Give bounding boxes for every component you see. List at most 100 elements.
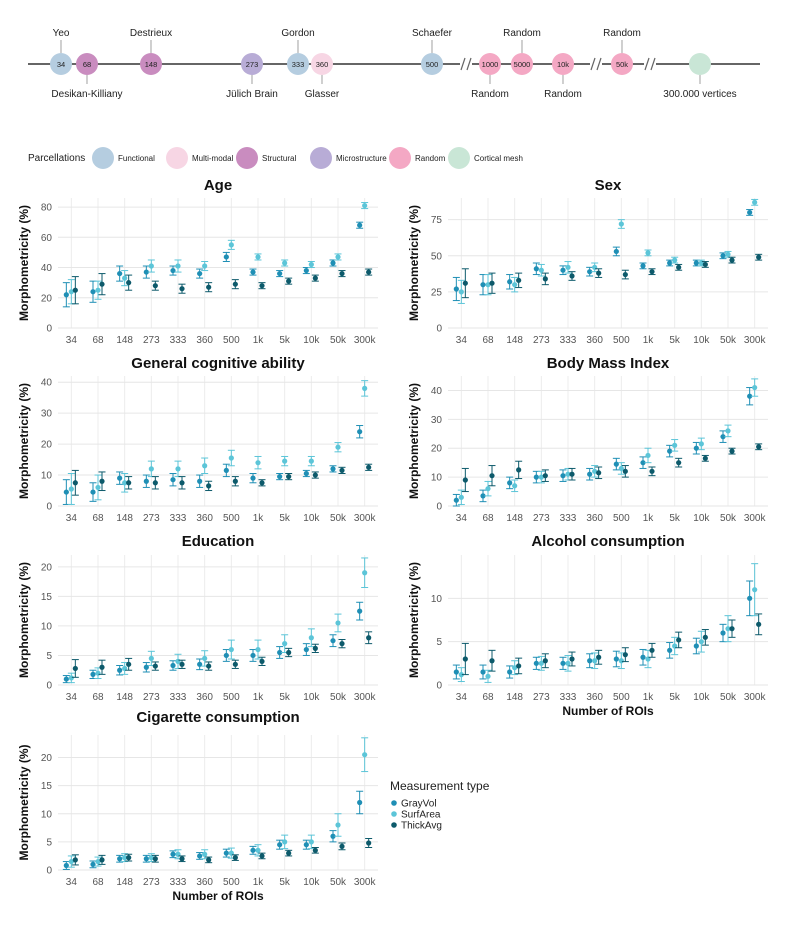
x-tick-label: 50k <box>720 335 737 346</box>
data-point <box>756 621 762 627</box>
y-axis-label: Morphometricity (%) <box>407 383 421 499</box>
axis-break-gap <box>644 60 656 68</box>
x-tick-label: 333 <box>560 335 577 346</box>
data-point <box>357 429 363 435</box>
parcellation-node <box>552 53 574 75</box>
data-point <box>206 284 212 290</box>
data-point <box>68 858 74 865</box>
x-tick-label: 5k <box>279 335 291 346</box>
x-tick-label: 360 <box>586 692 603 703</box>
x-tick-label: 1k <box>253 692 265 703</box>
x-tick-label: 333 <box>170 877 187 888</box>
x-tick-label: 5k <box>669 513 681 524</box>
y-tick-label: 10 <box>431 473 443 484</box>
data-point <box>223 254 229 260</box>
data-point <box>516 663 522 669</box>
data-point <box>303 646 309 653</box>
data-point <box>622 271 628 278</box>
data-point <box>512 483 518 489</box>
x-tick-label: 68 <box>92 877 104 888</box>
data-point <box>592 468 598 474</box>
x-tick-label: 360 <box>196 877 213 888</box>
data-point <box>202 463 208 469</box>
data-point <box>729 448 735 454</box>
parcellation-bottom-label: Desikan-Killiany <box>51 89 122 100</box>
data-point <box>462 656 468 662</box>
data-point <box>569 471 575 477</box>
x-axis-label: Number of ROIs <box>562 704 654 718</box>
x-tick-label: 360 <box>586 513 603 524</box>
data-point <box>232 855 238 861</box>
chart-panel: 0 10 20 30 40 34 68 148 273 333 360 500 1k 5k 10k 50k 30… <box>407 355 768 524</box>
data-point <box>339 641 345 647</box>
data-point <box>255 254 261 260</box>
data-point <box>197 478 203 484</box>
x-tick-label: 68 <box>482 335 494 346</box>
data-point <box>485 282 491 288</box>
y-tick-label: 5 <box>436 637 442 648</box>
data-point <box>95 484 101 491</box>
data-point <box>645 452 651 459</box>
data-point <box>206 857 212 863</box>
data-point <box>702 634 708 640</box>
x-tick-label: 34 <box>66 692 78 703</box>
data-point <box>170 851 176 857</box>
data-point <box>202 851 208 857</box>
y-axis-label: Morphometricity (%) <box>407 562 421 678</box>
y-tick-label: 20 <box>41 440 53 451</box>
chart-panel: 0 20 40 60 80 34 68 148 273 333 360 500 1k 5k 10k 50k 30… <box>17 177 378 346</box>
data-point <box>676 637 682 643</box>
data-point <box>282 260 288 266</box>
data-point <box>148 263 154 269</box>
data-point <box>645 250 651 256</box>
parcellation-legend-swatch <box>92 147 114 169</box>
parcellation-node <box>287 53 309 75</box>
data-point <box>480 669 486 675</box>
y-tick-label: 20 <box>41 293 53 304</box>
data-point <box>286 649 292 656</box>
data-point <box>507 480 513 486</box>
data-point <box>122 480 128 486</box>
x-tick-label: 1k <box>643 335 655 346</box>
data-point <box>698 639 704 645</box>
data-point <box>339 843 345 849</box>
x-axis-label: Number of ROIs <box>172 889 264 903</box>
data-point <box>335 620 341 626</box>
x-tick-label: 50k <box>720 692 737 703</box>
parcellation-bottom-label: Random <box>544 89 582 100</box>
data-point <box>95 287 101 293</box>
parcellation-node-label: 34 <box>57 60 65 69</box>
data-point <box>152 663 158 669</box>
data-point <box>640 654 646 660</box>
axis-break-mark <box>644 57 650 71</box>
panel-title: Education <box>182 533 255 550</box>
data-point <box>747 393 753 399</box>
parcellation-legend-swatch <box>389 147 411 169</box>
x-tick-label: 5k <box>669 692 681 703</box>
parcellation-timeline: 34 68 148 273 333 360 500 1000 5000 10k 50k Yeo Dest… <box>28 28 760 100</box>
data-point <box>143 269 149 275</box>
data-point <box>72 480 78 486</box>
data-point <box>99 857 105 863</box>
parcellation-legend-label: Structural <box>262 154 296 163</box>
data-point <box>542 473 548 479</box>
data-point <box>542 658 548 664</box>
data-point <box>232 281 238 287</box>
parcellation-node <box>76 53 98 75</box>
parcellation-top-label: Schaefer <box>412 28 453 39</box>
data-point <box>117 270 123 277</box>
data-point <box>507 669 513 675</box>
data-point <box>223 850 229 856</box>
measurement-legend-label: GrayVol <box>401 799 437 810</box>
x-tick-label: 333 <box>170 513 187 524</box>
axis-break-mark <box>590 57 596 71</box>
parcellation-legend-swatch <box>448 147 470 169</box>
x-tick-label: 50k <box>330 877 347 888</box>
data-point <box>197 853 203 859</box>
data-point <box>63 292 69 298</box>
data-point <box>480 282 486 288</box>
data-point <box>95 858 101 865</box>
chart-panel: 0 5 10 15 20 34 68 148 273 333 360 500 1k 5k 10k 50k 300… <box>17 533 378 703</box>
x-tick-label: 1k <box>643 692 655 703</box>
